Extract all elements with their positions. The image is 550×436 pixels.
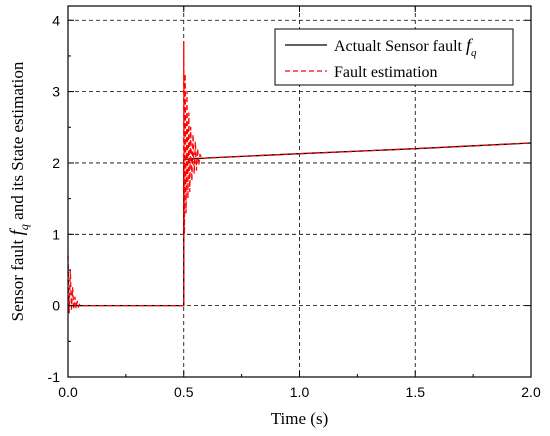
legend-label-actual-fault-symbol: f xyxy=(466,35,474,55)
legend-label-fault-estimation: Fault estimation xyxy=(334,64,438,81)
y-axis-title: Sensor fault fq and its State estimation xyxy=(7,61,31,321)
axis-ticks xyxy=(67,6,532,378)
legend: Actualt Sensor fault fq Fault estimation xyxy=(274,28,514,86)
y-axis-title-prefix: Sensor fault xyxy=(8,235,27,321)
y-axis-title-suffix: and its State estimation xyxy=(8,61,27,224)
x-tick-label-4: 2.0 xyxy=(521,384,541,400)
tick-labels: 0.0 0.5 1.0 1.5 2.0 -1 0 1 2 3 4 xyxy=(48,12,541,400)
x-axis-title: Time (s) xyxy=(271,409,328,428)
x-tick-label-1: 0.5 xyxy=(174,384,194,400)
y-tick-label-2: 1 xyxy=(52,226,60,242)
series-layer xyxy=(67,41,532,314)
x-tick-label-0: 0.0 xyxy=(58,384,78,400)
y-axis-title-subscript: q xyxy=(17,224,31,230)
y-tick-label-4: 3 xyxy=(52,84,60,100)
x-tick-label-2: 1.0 xyxy=(290,384,310,400)
y-axis-title-symbol: f xyxy=(7,227,28,235)
series-line-fault-estimation xyxy=(67,41,532,314)
legend-label-actual-fault-text: Actualt Sensor fault xyxy=(334,38,466,55)
legend-label-actual-fault-subscript: q xyxy=(471,47,477,59)
y-tick-label-1: 0 xyxy=(52,298,60,314)
legend-box xyxy=(274,28,514,86)
y-tick-label-5: 4 xyxy=(52,12,60,28)
legend-label-actual-fault: Actualt Sensor fault fq xyxy=(334,35,477,59)
x-tick-label-3: 1.5 xyxy=(406,384,426,400)
y-tick-label-0: -1 xyxy=(48,369,61,385)
y-tick-label-3: 2 xyxy=(52,155,60,171)
